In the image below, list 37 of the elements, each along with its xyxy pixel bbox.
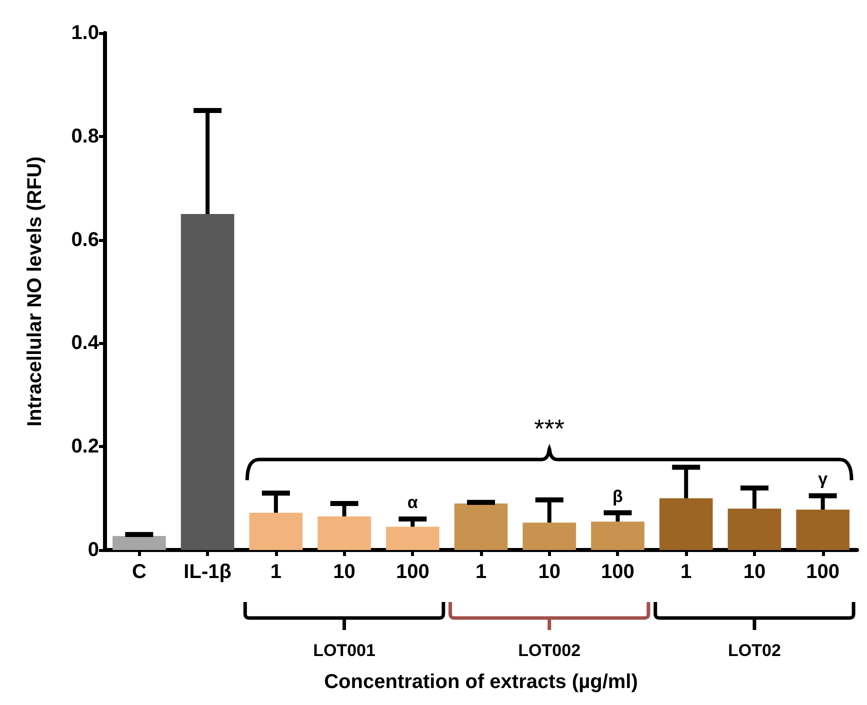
x-tick-label: 10 (538, 561, 560, 583)
x-axis-title: Concentration of extracts (µg/ml) (324, 671, 638, 693)
bar (728, 508, 782, 550)
text: LOT002 (518, 641, 581, 660)
y-axis-title: Intracellular NO levels (RFU) (24, 156, 46, 427)
text: LOT001 (313, 641, 376, 660)
bar (249, 512, 303, 550)
x-tick-label: 1 (680, 561, 692, 583)
x-tick-label: IL-1β (184, 561, 232, 583)
text: LOT02 (728, 641, 781, 660)
bar (591, 522, 644, 550)
x-tick-label: 100 (806, 561, 840, 583)
bar (454, 503, 508, 550)
bar (659, 498, 713, 550)
y-tick-label: 0 (88, 539, 99, 561)
y-tick-label: 0.6 (71, 228, 99, 251)
bar (112, 536, 166, 550)
bar (318, 516, 371, 550)
bar (796, 510, 850, 550)
data-label: γ (818, 470, 828, 489)
y-tick-label: 0.2 (71, 436, 99, 458)
y-tick-label: 1.0 (71, 22, 99, 44)
y-tick-label: 0.8 (71, 125, 99, 148)
x-tick-label: 10 (333, 561, 356, 583)
y-tick-label: 0.4 (71, 332, 100, 354)
x-tick-label: 100 (601, 561, 634, 583)
x-tick-label: 100 (396, 561, 430, 583)
x-tick-label: 1 (475, 561, 487, 583)
bar (386, 526, 440, 550)
x-tick-label: 1 (270, 561, 282, 583)
x-tick-label: 10 (743, 561, 766, 583)
bar (522, 522, 576, 550)
data-label: α (407, 492, 418, 512)
annotation: *** (534, 414, 565, 444)
data-label: β (612, 486, 623, 506)
x-tick-label: C (132, 561, 146, 583)
bar (180, 214, 234, 550)
